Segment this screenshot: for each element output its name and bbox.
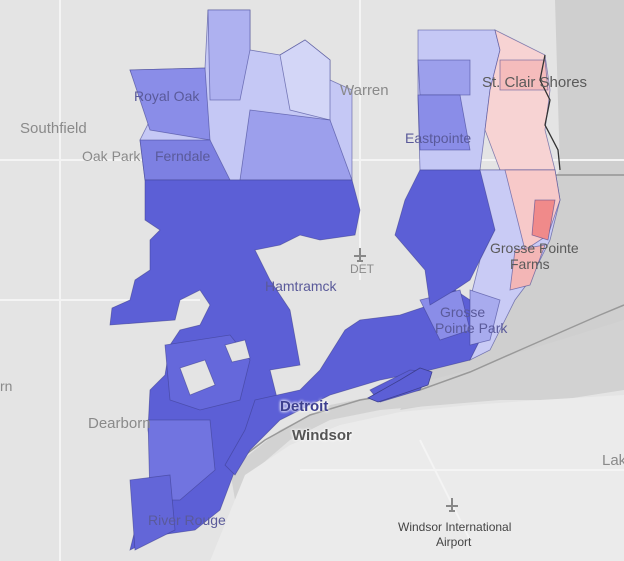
windsor-land [210,395,624,561]
belle-isle [367,367,433,403]
label-detroit: Detroit [280,398,329,415]
airport-icon-det [354,248,366,262]
st-clair-coast [539,54,561,171]
label-st-clair-shores: St. Clair Shores [482,74,588,91]
label-windsor: Windsor [292,427,352,444]
detroit-river [230,320,624,500]
east-districts [394,29,561,361]
label-edge: rn [0,378,13,394]
label-warren: Warren [340,82,389,99]
label-ferndale: Ferndale [155,148,211,164]
airport-icon-windsor [446,498,458,512]
label-windsor-airport-2: Airport [436,535,472,549]
label-grosse-pointe-farms-2: Farms [510,256,550,272]
label-river-rouge: River Rouge [148,512,226,528]
label-hamtramck: Hamtramck [265,278,337,294]
label-det: DET [350,262,374,276]
label-grosse-pointe-park-2: Pointe Park [435,320,508,336]
label-royal-oak: Royal Oak [134,88,200,104]
west-districts [109,9,361,551]
label-southfield: Southfield [20,120,87,137]
label-dearborn: Dearborn [88,415,151,432]
label-eastpointe: Eastpointe [405,130,472,146]
label-grosse-pointe-farms-1: Grosse Pointe [490,240,579,256]
label-lake: Lak [602,452,624,469]
lake-st-clair [400,0,624,410]
label-grosse-pointe-park-1: Grosse [440,304,486,320]
label-oak-park: Oak Park [82,148,141,164]
label-windsor-airport-1: Windsor International [398,520,512,534]
